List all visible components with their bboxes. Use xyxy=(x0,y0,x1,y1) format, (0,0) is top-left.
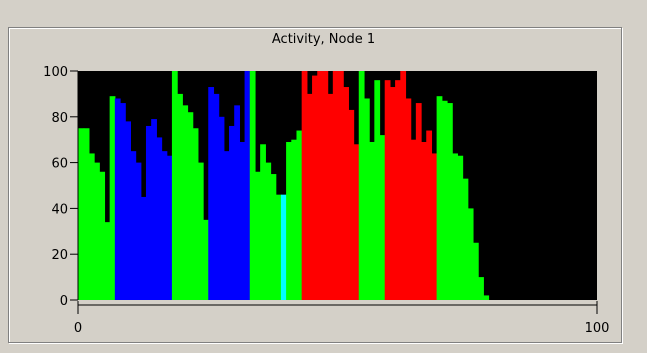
bar xyxy=(358,71,365,300)
bar xyxy=(426,130,433,300)
bar xyxy=(374,80,381,300)
bar xyxy=(395,80,401,300)
bar xyxy=(114,98,121,300)
bar xyxy=(446,103,453,300)
bar xyxy=(478,277,484,300)
bar xyxy=(462,178,469,300)
bar xyxy=(384,80,391,300)
bar xyxy=(88,153,95,300)
y-tick-label: 0 xyxy=(60,294,68,309)
bar xyxy=(405,98,412,300)
bar xyxy=(348,109,355,301)
bar xyxy=(213,93,220,301)
bar xyxy=(120,103,126,300)
bar xyxy=(94,162,100,300)
bar xyxy=(389,87,396,300)
bar xyxy=(327,93,334,301)
bar xyxy=(270,174,277,300)
bar xyxy=(472,242,479,300)
bar xyxy=(436,96,443,300)
chart-frame xyxy=(8,27,622,343)
bar xyxy=(109,96,116,300)
bar xyxy=(192,128,199,300)
bar xyxy=(369,141,375,300)
bar xyxy=(249,71,256,300)
bar xyxy=(234,105,240,300)
bar xyxy=(83,128,90,300)
bar xyxy=(312,75,318,300)
bar xyxy=(140,196,147,300)
bar xyxy=(104,222,111,300)
bar xyxy=(415,103,422,300)
bar xyxy=(254,171,261,300)
bar xyxy=(343,87,349,300)
bar xyxy=(353,144,360,300)
bar xyxy=(218,116,225,300)
bar xyxy=(151,119,157,300)
bar xyxy=(203,219,209,300)
bar xyxy=(483,295,490,300)
bar xyxy=(301,71,308,300)
bar xyxy=(125,121,131,300)
bar xyxy=(223,151,230,300)
bar xyxy=(135,162,142,300)
bar xyxy=(410,139,417,300)
y-tick-label: 40 xyxy=(51,202,68,217)
bar xyxy=(452,153,458,300)
bar xyxy=(431,153,438,300)
x-tick-label: 0 xyxy=(74,321,82,336)
bar xyxy=(239,141,246,300)
bar xyxy=(296,130,303,300)
bar xyxy=(197,162,204,300)
bar xyxy=(161,151,168,300)
bar xyxy=(421,141,427,300)
bar xyxy=(291,139,298,300)
bar xyxy=(182,105,189,300)
chart-title: Activity, Node 1 xyxy=(271,32,376,47)
bar xyxy=(171,71,178,300)
x-tick-label: 100 xyxy=(585,321,610,336)
bar xyxy=(145,125,152,301)
bar xyxy=(317,71,324,300)
bar xyxy=(286,141,292,300)
bar xyxy=(379,135,386,300)
bar xyxy=(338,71,344,300)
y-tick-label: 60 xyxy=(51,157,68,172)
bar xyxy=(260,144,266,300)
bar xyxy=(467,208,474,300)
bar xyxy=(441,100,448,301)
bar xyxy=(306,93,313,301)
bar xyxy=(275,194,282,300)
bar xyxy=(457,155,464,300)
bar xyxy=(187,112,194,300)
bar-series xyxy=(78,71,490,301)
bar xyxy=(332,71,339,300)
bar xyxy=(322,71,329,300)
bar xyxy=(265,162,272,300)
bar xyxy=(229,125,235,301)
bar xyxy=(280,194,287,300)
y-tick-label: 80 xyxy=(51,111,68,126)
bar xyxy=(363,98,370,300)
bar xyxy=(78,128,85,300)
bar xyxy=(130,151,137,300)
bar xyxy=(177,93,183,301)
y-tick-label: 100 xyxy=(43,65,68,80)
bar xyxy=(244,71,251,300)
bar xyxy=(99,171,106,300)
bar xyxy=(400,71,407,300)
y-tick-label: 20 xyxy=(51,248,68,263)
bar xyxy=(208,87,215,300)
bar xyxy=(156,137,163,300)
bar xyxy=(166,155,173,300)
axes: 0 20 40 60 80 100 0 100 xyxy=(43,65,609,336)
